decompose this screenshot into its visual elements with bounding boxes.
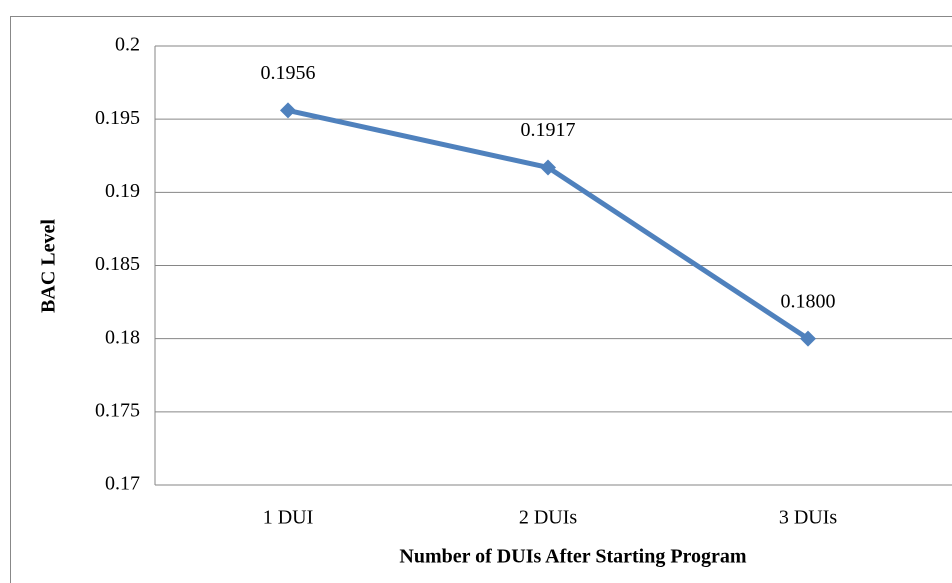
y-tick-label: 0.175 bbox=[95, 399, 140, 421]
data-label: 0.1800 bbox=[781, 290, 836, 312]
x-axis-label: Number of DUIs After Starting Program bbox=[399, 546, 747, 568]
marker bbox=[280, 102, 296, 119]
chart-border bbox=[10, 16, 952, 583]
y-tick-label: 0.2 bbox=[115, 34, 140, 56]
y-tick-label: 0.17 bbox=[105, 473, 140, 495]
data-label: 0.1917 bbox=[521, 119, 576, 141]
marker bbox=[540, 159, 556, 176]
data-label: 0.1956 bbox=[261, 62, 316, 84]
y-tick-label: 0.18 bbox=[105, 326, 140, 348]
y-axis-label: BAC Level bbox=[38, 219, 60, 313]
x-tick-label: 3 DUIs bbox=[779, 507, 838, 529]
x-tick-label: 2 DUIs bbox=[519, 507, 578, 529]
marker bbox=[800, 330, 816, 347]
y-tick-label: 0.185 bbox=[95, 253, 140, 275]
y-tick-label: 0.195 bbox=[95, 107, 140, 129]
y-tick-label: 0.19 bbox=[105, 180, 140, 202]
x-tick-label: 1 DUI bbox=[263, 507, 314, 529]
